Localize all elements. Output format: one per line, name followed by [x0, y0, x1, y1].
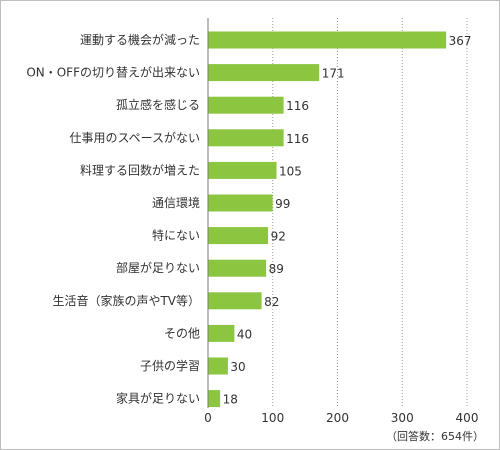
bar: [208, 227, 269, 245]
bar: [208, 64, 320, 82]
category-label: 孤立感を感じる: [116, 97, 200, 112]
value-label: 40: [237, 327, 252, 341]
x-tick-label: 100: [261, 411, 284, 425]
category-label: 子供の学習: [140, 358, 200, 373]
category-label: その他: [164, 326, 200, 340]
value-label: 99: [275, 197, 290, 211]
value-label: 116: [286, 132, 309, 146]
value-label: 18: [223, 393, 238, 407]
category-label: 仕事用のスペースがない: [69, 130, 200, 145]
value-label: 92: [271, 230, 286, 244]
x-tick-label: 300: [391, 411, 414, 425]
category-label: 特にない: [152, 228, 200, 243]
bar: [208, 390, 221, 408]
bars: [208, 31, 447, 408]
x-tick-label: 400: [456, 411, 479, 425]
category-label: 料理する回数が増えた: [80, 162, 200, 177]
bar: [208, 259, 267, 277]
value-label: 116: [286, 99, 309, 113]
bar: [208, 357, 228, 375]
x-tick-label: 200: [326, 411, 349, 425]
value-labels: 367 171 116 116 105 99 92 89 82 40 30 18: [223, 34, 472, 407]
bar: [208, 194, 273, 212]
bar: [208, 161, 277, 179]
value-label: 367: [449, 34, 472, 48]
category-label: 生活音（家族の声やTV等）: [52, 293, 200, 308]
bar: [208, 324, 235, 342]
category-label: 通信環境: [152, 195, 200, 210]
bar: [208, 129, 284, 147]
category-label: 部屋が足りない: [116, 260, 200, 275]
bar: [208, 96, 284, 114]
gridlines: [207, 18, 468, 408]
category-label: ON・OFFの切り替えが出来ない: [26, 65, 200, 80]
bar: [208, 292, 262, 310]
bar: [208, 31, 447, 49]
category-label: 運動する機会が減った: [80, 32, 200, 47]
response-count-note: （回答数：654件）: [386, 429, 484, 443]
x-axis-ticks: 0 100 200 300 400: [204, 411, 478, 425]
value-label: 171: [322, 67, 345, 81]
category-labels: 運動する機会が減った ON・OFFの切り替えが出来ない孤立感を感じる仕事用のスペー…: [26, 32, 200, 406]
x-tick-label: 0: [204, 411, 212, 425]
value-label: 89: [269, 262, 284, 276]
category-label: 家具が足りない: [116, 391, 200, 406]
value-label: 105: [279, 164, 302, 178]
value-label: 82: [264, 295, 279, 309]
value-label: 30: [230, 360, 245, 374]
